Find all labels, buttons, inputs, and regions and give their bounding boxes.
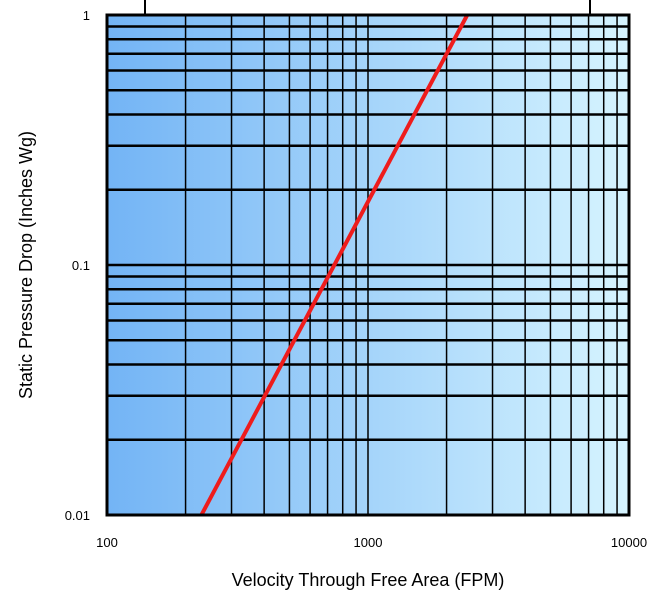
tick-labels: 100 1000 10000 0.01 0.1 1 xyxy=(65,8,647,550)
y-tick-label: 0.1 xyxy=(72,258,90,273)
series-line xyxy=(199,15,470,515)
plot-frame xyxy=(105,13,631,517)
x-tick-label: 1000 xyxy=(354,535,383,550)
y-tick-label: 1 xyxy=(83,8,90,23)
x-tick-label: 100 xyxy=(96,535,118,550)
y-tick-label: 0.01 xyxy=(65,508,90,523)
y-axis-title: Static Pressure Drop (Inches Wg) xyxy=(16,131,36,399)
x-tick-label: 10000 xyxy=(611,535,647,550)
series-layer xyxy=(199,15,470,515)
grid-lines xyxy=(107,15,629,515)
legend-box xyxy=(144,0,591,16)
x-axis-title: Velocity Through Free Area (FPM) xyxy=(232,570,505,590)
